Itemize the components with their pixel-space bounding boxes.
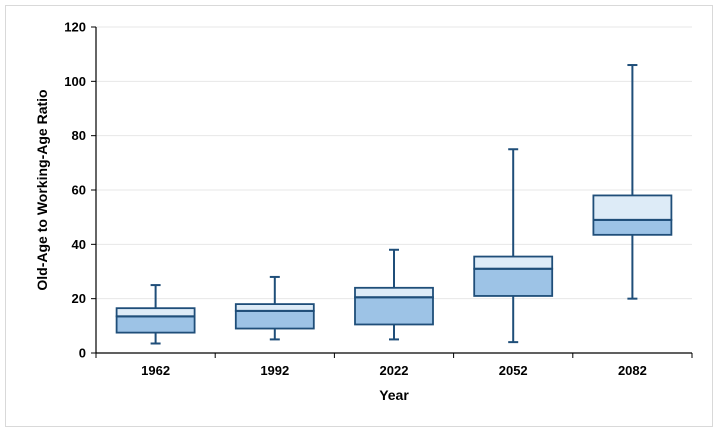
lower-box	[115, 315, 196, 334]
gridlines	[96, 26, 692, 300]
y-tick-label: 60	[72, 183, 86, 198]
y-tick-label: 100	[64, 74, 86, 89]
y-axis-title: Old-Age to Working-Age Ratio	[34, 89, 50, 290]
box-2082	[592, 64, 673, 300]
x-tick-label: 1962	[141, 363, 170, 378]
x-tick-label: 2082	[618, 363, 647, 378]
x-tick-label: 1992	[260, 363, 289, 378]
box-2022	[354, 248, 434, 341]
upper-box	[473, 255, 554, 270]
upper-box	[115, 307, 196, 318]
box-series	[115, 64, 673, 345]
x-tick-label: 2022	[380, 363, 409, 378]
upper-box	[234, 303, 315, 312]
y-tick-label: 80	[72, 128, 86, 143]
x-tick-label: 2052	[499, 363, 528, 378]
y-tick-label: 20	[72, 291, 86, 306]
upper-box	[354, 286, 434, 299]
box-1992	[234, 275, 315, 341]
box-2052	[473, 148, 554, 344]
box-1962	[115, 284, 196, 345]
upper-box	[592, 194, 673, 221]
lower-box	[592, 218, 673, 236]
x-axis-title: Year	[379, 387, 409, 403]
lower-box	[473, 267, 554, 297]
y-tick-label: 0	[79, 346, 86, 361]
y-axis-ticks: 0 20 40 60 80 100 120	[64, 20, 96, 361]
x-axis-ticks: 1962 1992 2022 2052 2082	[95, 353, 693, 378]
y-tick-label: 120	[64, 20, 86, 35]
y-tick-label: 40	[72, 237, 86, 252]
lower-box	[354, 296, 434, 326]
lower-box	[234, 309, 315, 330]
